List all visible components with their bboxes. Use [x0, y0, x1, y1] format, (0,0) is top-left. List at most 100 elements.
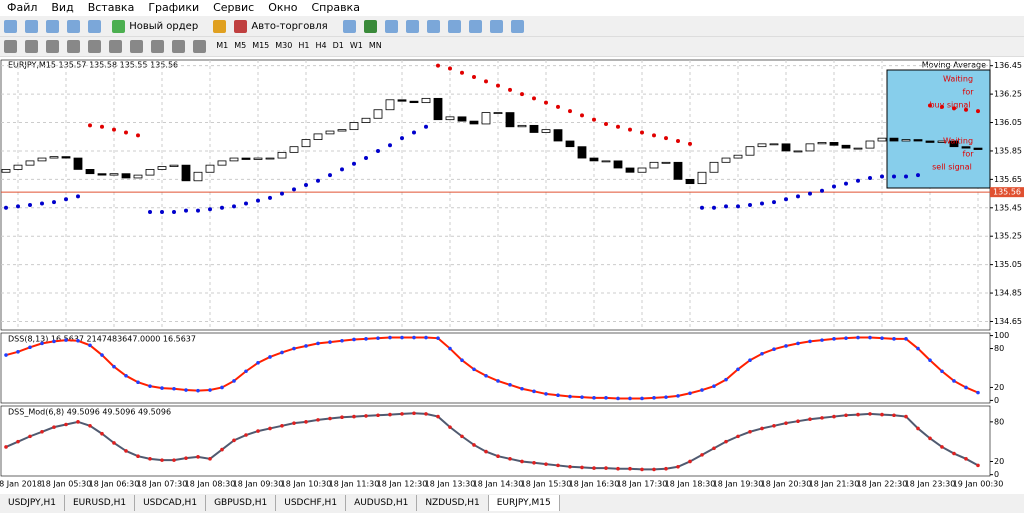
- candle: [841, 144, 851, 149]
- candle: [265, 157, 275, 160]
- icon[interactable]: [193, 40, 206, 53]
- menu-item[interactable]: Вид: [51, 1, 74, 14]
- menu-item[interactable]: Файл: [7, 1, 38, 14]
- timeframe-button[interactable]: M1: [216, 41, 229, 50]
- icon[interactable]: [489, 20, 503, 33]
- icon[interactable]: [213, 20, 227, 33]
- icon[interactable]: [130, 40, 143, 53]
- chart-tab[interactable]: EURJPY,M15: [488, 495, 560, 511]
- icon[interactable]: [363, 20, 377, 33]
- sar-dot: [940, 104, 944, 109]
- icon[interactable]: [67, 20, 80, 33]
- chart-tab[interactable]: USDJPY,H1: [0, 495, 65, 511]
- new-order-button[interactable]: Новый ордер: [129, 21, 199, 32]
- chart-tab[interactable]: USDCAD,H1: [135, 495, 207, 511]
- chart-tab[interactable]: NZDUSD,H1: [417, 495, 489, 511]
- timeframe-button[interactable]: M30: [275, 41, 293, 50]
- oscillator-dot: [616, 396, 620, 401]
- icon[interactable]: [426, 20, 440, 33]
- sar-dot: [628, 127, 632, 132]
- icon[interactable]: [4, 40, 17, 53]
- x-tick-label: 18 Jan 09:30: [233, 480, 284, 489]
- oscillator-dot: [796, 419, 800, 423]
- icon[interactable]: [405, 20, 419, 33]
- sar-dot: [268, 195, 272, 200]
- icon[interactable]: [46, 20, 59, 33]
- icon[interactable]: [112, 20, 126, 33]
- oscillator-dot: [628, 466, 632, 471]
- x-tick-label: 18 Jan 18:30: [665, 480, 716, 489]
- timeframe-button[interactable]: M5: [234, 41, 247, 50]
- sar-dot: [760, 201, 764, 206]
- oscillator-dot: [676, 464, 680, 469]
- oscillator-dot: [736, 367, 740, 372]
- auto-trading-button[interactable]: Авто-торговля: [251, 21, 328, 32]
- icon[interactable]: [25, 20, 38, 33]
- candle: [697, 171, 707, 185]
- oscillator-dot: [148, 457, 152, 461]
- x-tick-label: 18 Jan 15:30: [521, 480, 572, 489]
- chart-tab[interactable]: GBPUSD,H1: [206, 495, 277, 511]
- sar-dot: [460, 70, 464, 75]
- menu-item[interactable]: Справка: [311, 1, 360, 14]
- oscillator-dot: [640, 467, 644, 472]
- icon[interactable]: [234, 20, 248, 33]
- oscillator-dot: [100, 431, 104, 436]
- sar-dot: [52, 200, 56, 205]
- icon[interactable]: [151, 40, 164, 53]
- candle: [145, 169, 155, 176]
- icon[interactable]: [447, 20, 461, 33]
- icon[interactable]: [46, 40, 59, 53]
- candle: [661, 161, 671, 164]
- current-price-tag: [990, 187, 1024, 198]
- oscillator-dot: [184, 388, 188, 392]
- oscillator-dot: [544, 392, 548, 396]
- candle: [757, 143, 767, 148]
- timeframe-button[interactable]: M15: [252, 41, 270, 50]
- menu-item[interactable]: Вставка: [87, 1, 135, 14]
- sar-dot: [532, 96, 536, 101]
- icon[interactable]: [384, 20, 398, 33]
- candle: [1, 169, 11, 173]
- menu-item[interactable]: Графики: [148, 1, 200, 14]
- chart-tab[interactable]: USDCHF,H1: [276, 495, 347, 511]
- oscillator-dot: [832, 414, 836, 419]
- chart-tab[interactable]: AUDUSD,H1: [346, 495, 418, 511]
- sar-dot: [376, 148, 380, 153]
- icon[interactable]: [88, 20, 101, 33]
- signal-text: Waiting: [943, 137, 973, 146]
- candle: [565, 140, 575, 148]
- timeframe-button[interactable]: H1: [298, 41, 310, 50]
- oscillator-dot: [748, 429, 752, 434]
- timeframe-button[interactable]: H4: [315, 41, 327, 50]
- chart-tab[interactable]: EURUSD,H1: [65, 495, 136, 511]
- oscillator-dot: [376, 336, 380, 340]
- menu-item[interactable]: Окно: [268, 1, 298, 14]
- timeframe-button[interactable]: W1: [349, 41, 363, 50]
- icon[interactable]: [172, 40, 185, 53]
- oscillator-dot: [940, 445, 944, 449]
- icon[interactable]: [109, 40, 122, 53]
- pane-frame: [0, 405, 991, 477]
- timeframe-button[interactable]: MN: [368, 41, 382, 50]
- icon[interactable]: [4, 20, 17, 33]
- x-tick-label: 18 Jan 21:30: [809, 480, 860, 489]
- candle: [589, 157, 599, 162]
- icon[interactable]: [25, 40, 38, 53]
- icon[interactable]: [67, 40, 80, 53]
- icon[interactable]: [510, 20, 524, 33]
- oscillator-dot: [700, 453, 704, 457]
- sar-dot: [712, 205, 716, 210]
- signal-text: for: [963, 88, 975, 97]
- icon[interactable]: [342, 20, 356, 33]
- timeframe-button[interactable]: D1: [332, 41, 344, 50]
- icon[interactable]: [88, 40, 101, 53]
- menu-item[interactable]: Сервис: [213, 1, 255, 14]
- sar-dot: [604, 121, 608, 126]
- candle: [685, 178, 695, 185]
- oscillator-dot: [508, 457, 512, 461]
- sar-dot: [736, 204, 740, 209]
- icon[interactable]: [468, 20, 482, 33]
- oscillator-dot: [328, 340, 332, 344]
- candle: [829, 142, 839, 146]
